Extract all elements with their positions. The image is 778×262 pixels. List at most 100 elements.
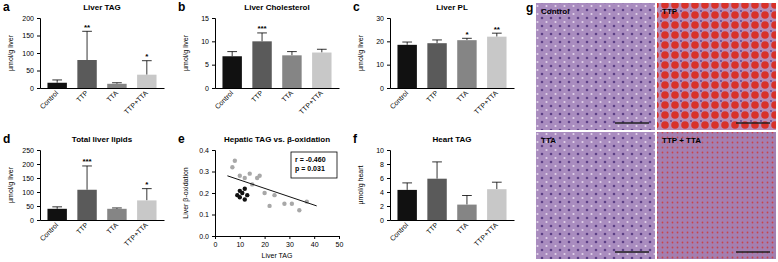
y-tick-mark xyxy=(387,178,390,179)
error-bar xyxy=(432,162,442,179)
y-tick: 20 xyxy=(376,38,390,45)
y-tick-label: 100 xyxy=(22,189,34,196)
bar-chart: aLiver TAGµmol/g liver050100150200Contro… xyxy=(3,0,165,115)
error-bar-stem xyxy=(146,61,147,75)
y-tick: 30 xyxy=(376,15,390,22)
y-tick: 0 xyxy=(30,85,40,92)
error-bar-stem xyxy=(57,80,58,83)
y-tick-mark xyxy=(37,150,40,151)
error-bar-stem xyxy=(262,33,263,41)
y-tick-label: 0 xyxy=(205,85,209,92)
x-tick: 0 xyxy=(214,236,218,248)
y-axis-line xyxy=(37,151,41,221)
y-tick-mark xyxy=(37,164,40,165)
error-bar xyxy=(227,52,237,57)
chart-title: Heart TAG xyxy=(433,135,472,144)
point xyxy=(233,159,237,163)
y-tick-label: 15 xyxy=(201,15,209,22)
error-bar xyxy=(287,52,297,56)
y-tick-label: 0 xyxy=(30,85,34,92)
x-tick: Control xyxy=(213,88,234,110)
x-tick: TTA xyxy=(105,220,119,235)
point xyxy=(267,204,271,208)
y-tick-label: 100 xyxy=(22,50,34,57)
y-tick: 150 xyxy=(22,32,40,39)
chart-title: Total liver lipids xyxy=(72,135,133,144)
y-tick: 0.3 xyxy=(199,168,215,175)
significance-label: ** xyxy=(84,23,91,32)
stats-text: p = 0.031 xyxy=(295,165,325,173)
error-bar xyxy=(112,83,122,84)
x-tick: TTA xyxy=(455,220,469,235)
point xyxy=(290,202,294,206)
y-tick: 50 xyxy=(26,203,40,210)
x-tick-label: Control xyxy=(38,89,59,110)
x-tick-label: TTA xyxy=(105,89,119,103)
error-bar-stem xyxy=(466,196,467,205)
x-tick-label: 40 xyxy=(311,241,319,248)
y-tick: 200 xyxy=(22,15,40,22)
y-tick-mark xyxy=(387,65,390,66)
error-bar xyxy=(462,196,472,205)
significance-label: *** xyxy=(257,24,267,33)
significance-label: ** xyxy=(494,25,501,34)
error-bar-cap xyxy=(52,79,62,80)
error-bar-cap xyxy=(402,42,412,43)
y-tick-mark xyxy=(212,193,215,194)
stats-box-frame xyxy=(291,152,337,178)
error-bar-stem xyxy=(407,183,408,190)
error-bar-stem xyxy=(291,52,292,56)
y-tick: 0.0 xyxy=(199,233,215,240)
error-bar-stem xyxy=(87,166,88,190)
micrograph-label: Control xyxy=(541,7,569,16)
y-axis: 050100150200250 xyxy=(22,147,40,224)
y-tick-label: 30 xyxy=(376,15,384,22)
x-tick-label: TTP xyxy=(250,89,265,104)
x-tick: TTP+TTA xyxy=(123,220,149,247)
y-tick-mark xyxy=(387,18,390,19)
y-tick-label: 0.1 xyxy=(199,211,209,218)
point xyxy=(297,208,301,212)
x-tick: 30 xyxy=(286,236,294,248)
bar xyxy=(252,41,271,88)
x-axis-line xyxy=(216,237,340,240)
bar xyxy=(77,190,96,220)
y-tick: 0.4 xyxy=(199,147,215,154)
x-tick: TTP xyxy=(75,88,90,104)
x-tick-label: TTP+TTA xyxy=(123,221,149,247)
x-tick-mark xyxy=(314,236,315,239)
point xyxy=(243,197,247,201)
x-tick-label: TTP xyxy=(75,89,90,104)
x-tick-label: Control xyxy=(213,89,234,110)
y-tick-label: 20 xyxy=(376,38,384,45)
micrograph xyxy=(536,3,655,130)
error-bar xyxy=(142,61,152,75)
point xyxy=(262,191,266,195)
x-tick-label: Control xyxy=(38,221,59,242)
micrograph xyxy=(657,3,776,130)
panel-label: e xyxy=(178,132,185,146)
y-tick-label: 250 xyxy=(22,147,34,154)
error-bar-cap xyxy=(317,49,327,50)
y-tick-label: 0 xyxy=(30,217,34,224)
y-tick: 6 xyxy=(380,175,390,182)
x-tick-label: TTP xyxy=(75,221,90,236)
error-bar-stem xyxy=(407,42,408,45)
y-tick: 0.2 xyxy=(199,190,215,197)
y-tick-label: 0.3 xyxy=(199,168,209,175)
micrograph-label: TTP xyxy=(662,7,678,16)
x-tick-label: 30 xyxy=(286,241,294,248)
chart-title: Liver PL xyxy=(436,3,468,12)
x-tick-label: TTA xyxy=(105,221,119,235)
point xyxy=(238,174,242,178)
y-axis: 0102030 xyxy=(376,15,390,92)
bar xyxy=(487,189,506,220)
y-tick: 0 xyxy=(380,217,390,224)
x-axis-line xyxy=(391,220,515,221)
x-tick-label: 50 xyxy=(336,241,344,248)
panel-label: g xyxy=(526,1,533,15)
x-tick: TTP+TTA xyxy=(298,88,324,115)
y-tick-label: 8 xyxy=(380,161,384,168)
x-tick-label: TTA xyxy=(455,221,469,235)
bar xyxy=(77,60,96,88)
